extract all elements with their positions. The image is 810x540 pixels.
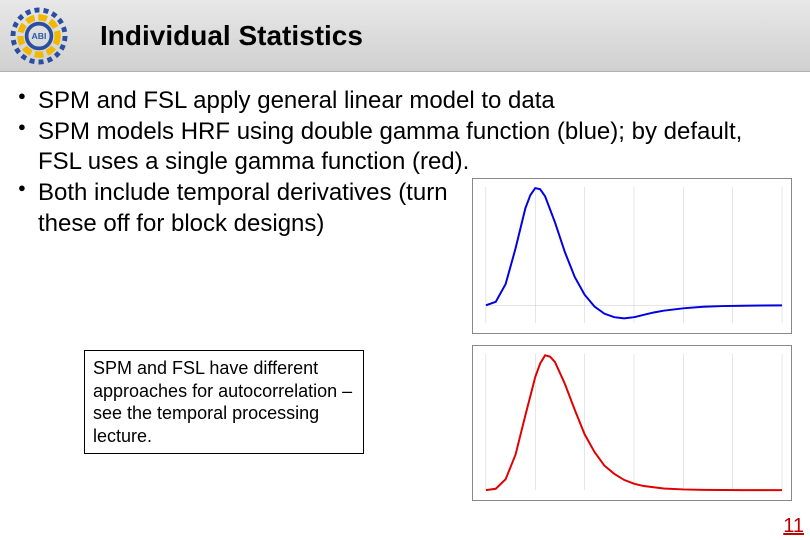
note-box: SPM and FSL have different approaches fo… [84, 350, 364, 454]
svg-text:ABI: ABI [32, 31, 47, 41]
bullet-item: SPM and FSL apply general linear model t… [18, 86, 792, 117]
hrf-chart-single-gamma [472, 345, 792, 501]
hrf-chart-double-gamma [472, 178, 792, 334]
page-title: Individual Statistics [100, 20, 363, 52]
title-bar: ABI Individual Statistics [0, 0, 810, 72]
abi-logo: ABI [8, 5, 70, 67]
bullet-item: SPM models HRF using double gamma functi… [18, 117, 792, 178]
chart-stack [472, 178, 792, 512]
page-number: 11 [783, 515, 804, 538]
